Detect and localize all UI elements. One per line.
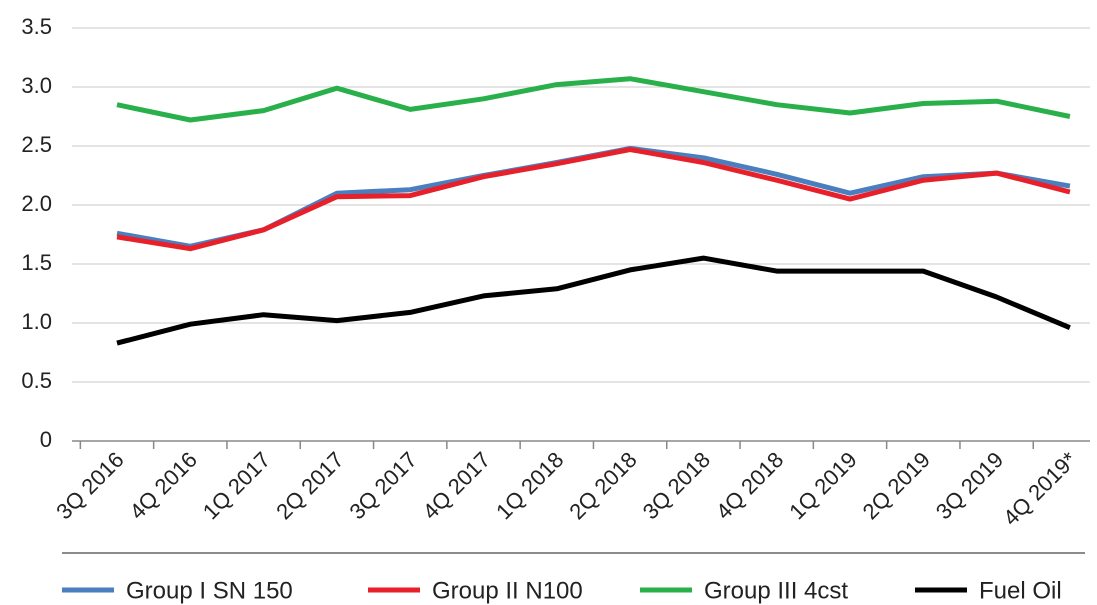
legend-label: Group I SN 150: [126, 577, 293, 604]
x-tick-label: 3Q 2016: [51, 447, 128, 524]
x-tick-label: 4Q 2017: [418, 447, 495, 524]
y-tick-label: 1.0: [21, 309, 52, 334]
x-tick-label: 1Q 2018: [491, 447, 568, 524]
series-line: [116, 147, 1071, 252]
y-tick-label: 2.0: [21, 191, 52, 216]
x-tick-label: 3Q 2018: [638, 447, 715, 524]
series-line: [116, 255, 1071, 346]
x-tick-label: 4Q 2018: [711, 447, 788, 524]
series-line: [116, 76, 1071, 123]
legend-label: Group III 4cst: [704, 577, 848, 604]
y-tick-label: 3.5: [21, 14, 52, 39]
x-tick-label: 3Q 2019: [931, 447, 1008, 524]
x-tick-label: 4Q 2019*: [998, 447, 1082, 531]
x-tick-label: 1Q 2019: [784, 447, 861, 524]
y-tick-label: 0: [40, 427, 52, 452]
y-tick-label: 1.5: [21, 250, 52, 275]
x-tick-label: 1Q 2017: [198, 447, 275, 524]
y-tick-label: 2.5: [21, 132, 52, 157]
x-tick-label: 2Q 2017: [271, 447, 348, 524]
x-tick-label: 4Q 2016: [125, 447, 202, 524]
x-tick-label: 3Q 2017: [344, 447, 421, 524]
y-tick-label: 3.0: [21, 73, 52, 98]
x-tick-label: 2Q 2019: [858, 447, 935, 524]
y-tick-label: 0.5: [21, 368, 52, 393]
legend-label: Group II N100: [432, 577, 583, 604]
x-tick-label: 2Q 2018: [564, 447, 641, 524]
legend-label: Fuel Oil: [979, 577, 1062, 604]
